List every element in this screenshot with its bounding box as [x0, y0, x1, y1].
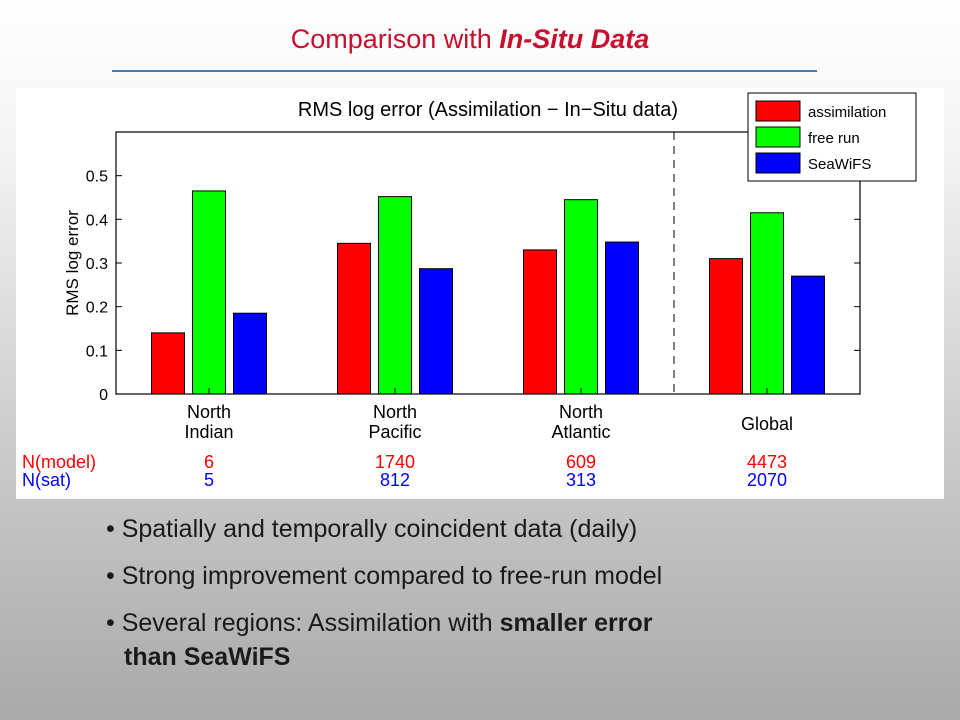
bar-free-run	[750, 212, 784, 395]
slide-title-prefix: Comparison with	[290, 24, 500, 54]
y-tick-label: 0.4	[86, 212, 108, 229]
y-tick-label: 0.2	[86, 300, 108, 317]
bullet-3-line2: than SeaWiFS	[124, 643, 291, 671]
legend-label: free run	[808, 130, 860, 147]
plot-frame	[115, 131, 861, 395]
count-value: 4473	[747, 452, 787, 472]
bar-assimilation	[151, 332, 185, 395]
bar-free-run	[378, 196, 412, 395]
count-value: 1740	[375, 452, 415, 472]
y-tick-label: 0.3	[86, 256, 108, 273]
bar-chart: 00.10.20.30.40.5NorthIndianNorthPacificN…	[22, 92, 917, 490]
bar-free-run	[192, 190, 226, 395]
bar-assimilation	[709, 258, 743, 395]
bar-seawifs	[233, 312, 267, 395]
count-value: 812	[380, 470, 410, 490]
legend-label: SeaWiFS	[808, 156, 871, 173]
chart-title: RMS log error (Assimilation − In−Situ da…	[298, 99, 678, 121]
x-tick-label-line2: Global	[741, 414, 793, 434]
x-tick-label-line1: North	[373, 402, 417, 422]
x-tick-label-line2: Pacific	[368, 422, 421, 442]
bullet-3-text: • Several regions: Assimilation with	[106, 609, 500, 637]
bullet-1: • Spatially and temporally coincident da…	[106, 515, 638, 543]
bar-seawifs	[419, 268, 453, 395]
count-value: 6	[204, 452, 214, 472]
chart-figure: 0 0.1 0.2 0.3 0.4 0.5 North Indian North Pacific N…	[16, 88, 944, 499]
y-tick-label: 0.5	[86, 169, 108, 186]
y-tick-label: 0	[99, 387, 108, 404]
x-tick-label-line1: North	[559, 402, 603, 422]
count-row-label: N(sat)	[22, 470, 71, 490]
y-tick-label: 0.1	[86, 343, 108, 360]
x-tick-label-line2: Indian	[184, 422, 233, 442]
title-underline	[112, 70, 817, 72]
count-value: 2070	[747, 470, 787, 490]
bullet-2: • Strong improvement compared to free-ru…	[106, 562, 663, 590]
x-tick-label-line2: Atlantic	[551, 422, 610, 442]
bullet-3-bold: smaller error	[499, 609, 653, 637]
bar-assimilation	[337, 242, 371, 395]
bullet-3: • Several regions: Assimilation with sma…	[106, 606, 906, 674]
count-value: 313	[566, 470, 596, 490]
legend-swatch-free-run	[755, 126, 801, 148]
legend-label: assimilation	[808, 104, 886, 121]
bullet-list: • Spatially and temporally coincident da…	[106, 512, 906, 687]
count-row-label: N(model)	[22, 452, 96, 472]
slide-title-emphasis: In-Situ Data	[499, 24, 650, 54]
legend-swatch-seawifs	[755, 152, 801, 174]
y-axis-label: RMS log error	[63, 210, 82, 316]
bar-assimilation	[523, 249, 557, 395]
slide-title: Comparison with In-Situ Data	[0, 24, 940, 55]
count-value: 5	[204, 470, 214, 490]
count-value: 609	[566, 452, 596, 472]
bar-seawifs	[605, 241, 639, 395]
legend-swatch-assimilation	[755, 100, 801, 122]
bar-free-run	[564, 199, 598, 395]
x-tick-label-line1: North	[187, 402, 231, 422]
bar-seawifs	[791, 275, 825, 395]
